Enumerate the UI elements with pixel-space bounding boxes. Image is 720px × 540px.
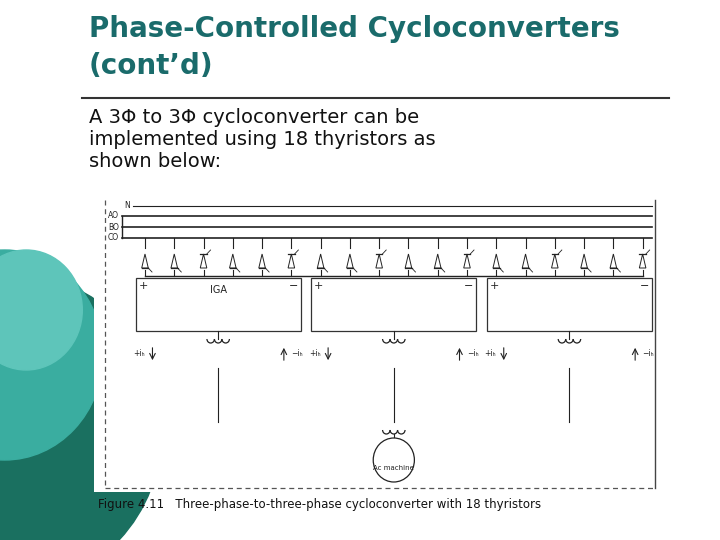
- Polygon shape: [610, 254, 616, 268]
- Text: −: −: [640, 281, 649, 291]
- Text: IGA: IGA: [210, 285, 227, 295]
- Text: −: −: [289, 281, 298, 291]
- Bar: [94, 192, 660, 492]
- Polygon shape: [493, 254, 500, 268]
- Polygon shape: [552, 254, 558, 268]
- Bar: [487, 278, 652, 331]
- Polygon shape: [581, 254, 588, 268]
- Polygon shape: [171, 254, 178, 268]
- Text: implemented using 18 thyristors as: implemented using 18 thyristors as: [89, 130, 436, 149]
- Text: Phase-Controlled Cycloconverters: Phase-Controlled Cycloconverters: [89, 15, 620, 43]
- Polygon shape: [405, 254, 412, 268]
- Polygon shape: [258, 254, 266, 268]
- Polygon shape: [318, 254, 324, 268]
- Polygon shape: [230, 254, 236, 268]
- Polygon shape: [464, 254, 470, 268]
- Polygon shape: [346, 254, 354, 268]
- Text: A 3Φ to 3Φ cycloconverter can be: A 3Φ to 3Φ cycloconverter can be: [89, 108, 419, 127]
- Text: +: +: [138, 281, 148, 291]
- Text: +: +: [490, 281, 499, 291]
- Circle shape: [0, 250, 103, 460]
- Polygon shape: [639, 254, 646, 268]
- Circle shape: [0, 275, 162, 540]
- Text: Ac machine: Ac machine: [374, 465, 414, 471]
- Polygon shape: [288, 254, 294, 268]
- Polygon shape: [522, 254, 528, 268]
- Polygon shape: [200, 254, 207, 268]
- Text: +iₕ: +iₕ: [309, 349, 320, 359]
- Text: +: +: [314, 281, 323, 291]
- Text: −iₕ: −iₕ: [467, 349, 479, 359]
- Text: BO: BO: [108, 222, 119, 232]
- Text: CO: CO: [108, 233, 119, 242]
- Text: −iₕ: −iₕ: [292, 349, 303, 359]
- Text: −iₕ: −iₕ: [643, 349, 654, 359]
- Text: Figure 4.11   Three-phase-to-three-phase cycloconverter with 18 thyristors: Figure 4.11 Three-phase-to-three-phase c…: [98, 498, 541, 511]
- Text: −: −: [464, 281, 474, 291]
- Text: AO: AO: [108, 212, 119, 220]
- Bar: [311, 278, 477, 331]
- Text: +iₕ: +iₕ: [485, 349, 496, 359]
- Polygon shape: [376, 254, 382, 268]
- Text: shown below:: shown below:: [89, 152, 221, 171]
- Bar: [135, 278, 301, 331]
- Text: +iₕ: +iₕ: [133, 349, 145, 359]
- Circle shape: [373, 438, 415, 482]
- Circle shape: [0, 250, 82, 370]
- Text: N: N: [125, 201, 130, 211]
- Polygon shape: [142, 254, 148, 268]
- Text: (cont’d): (cont’d): [89, 52, 214, 80]
- Polygon shape: [434, 254, 441, 268]
